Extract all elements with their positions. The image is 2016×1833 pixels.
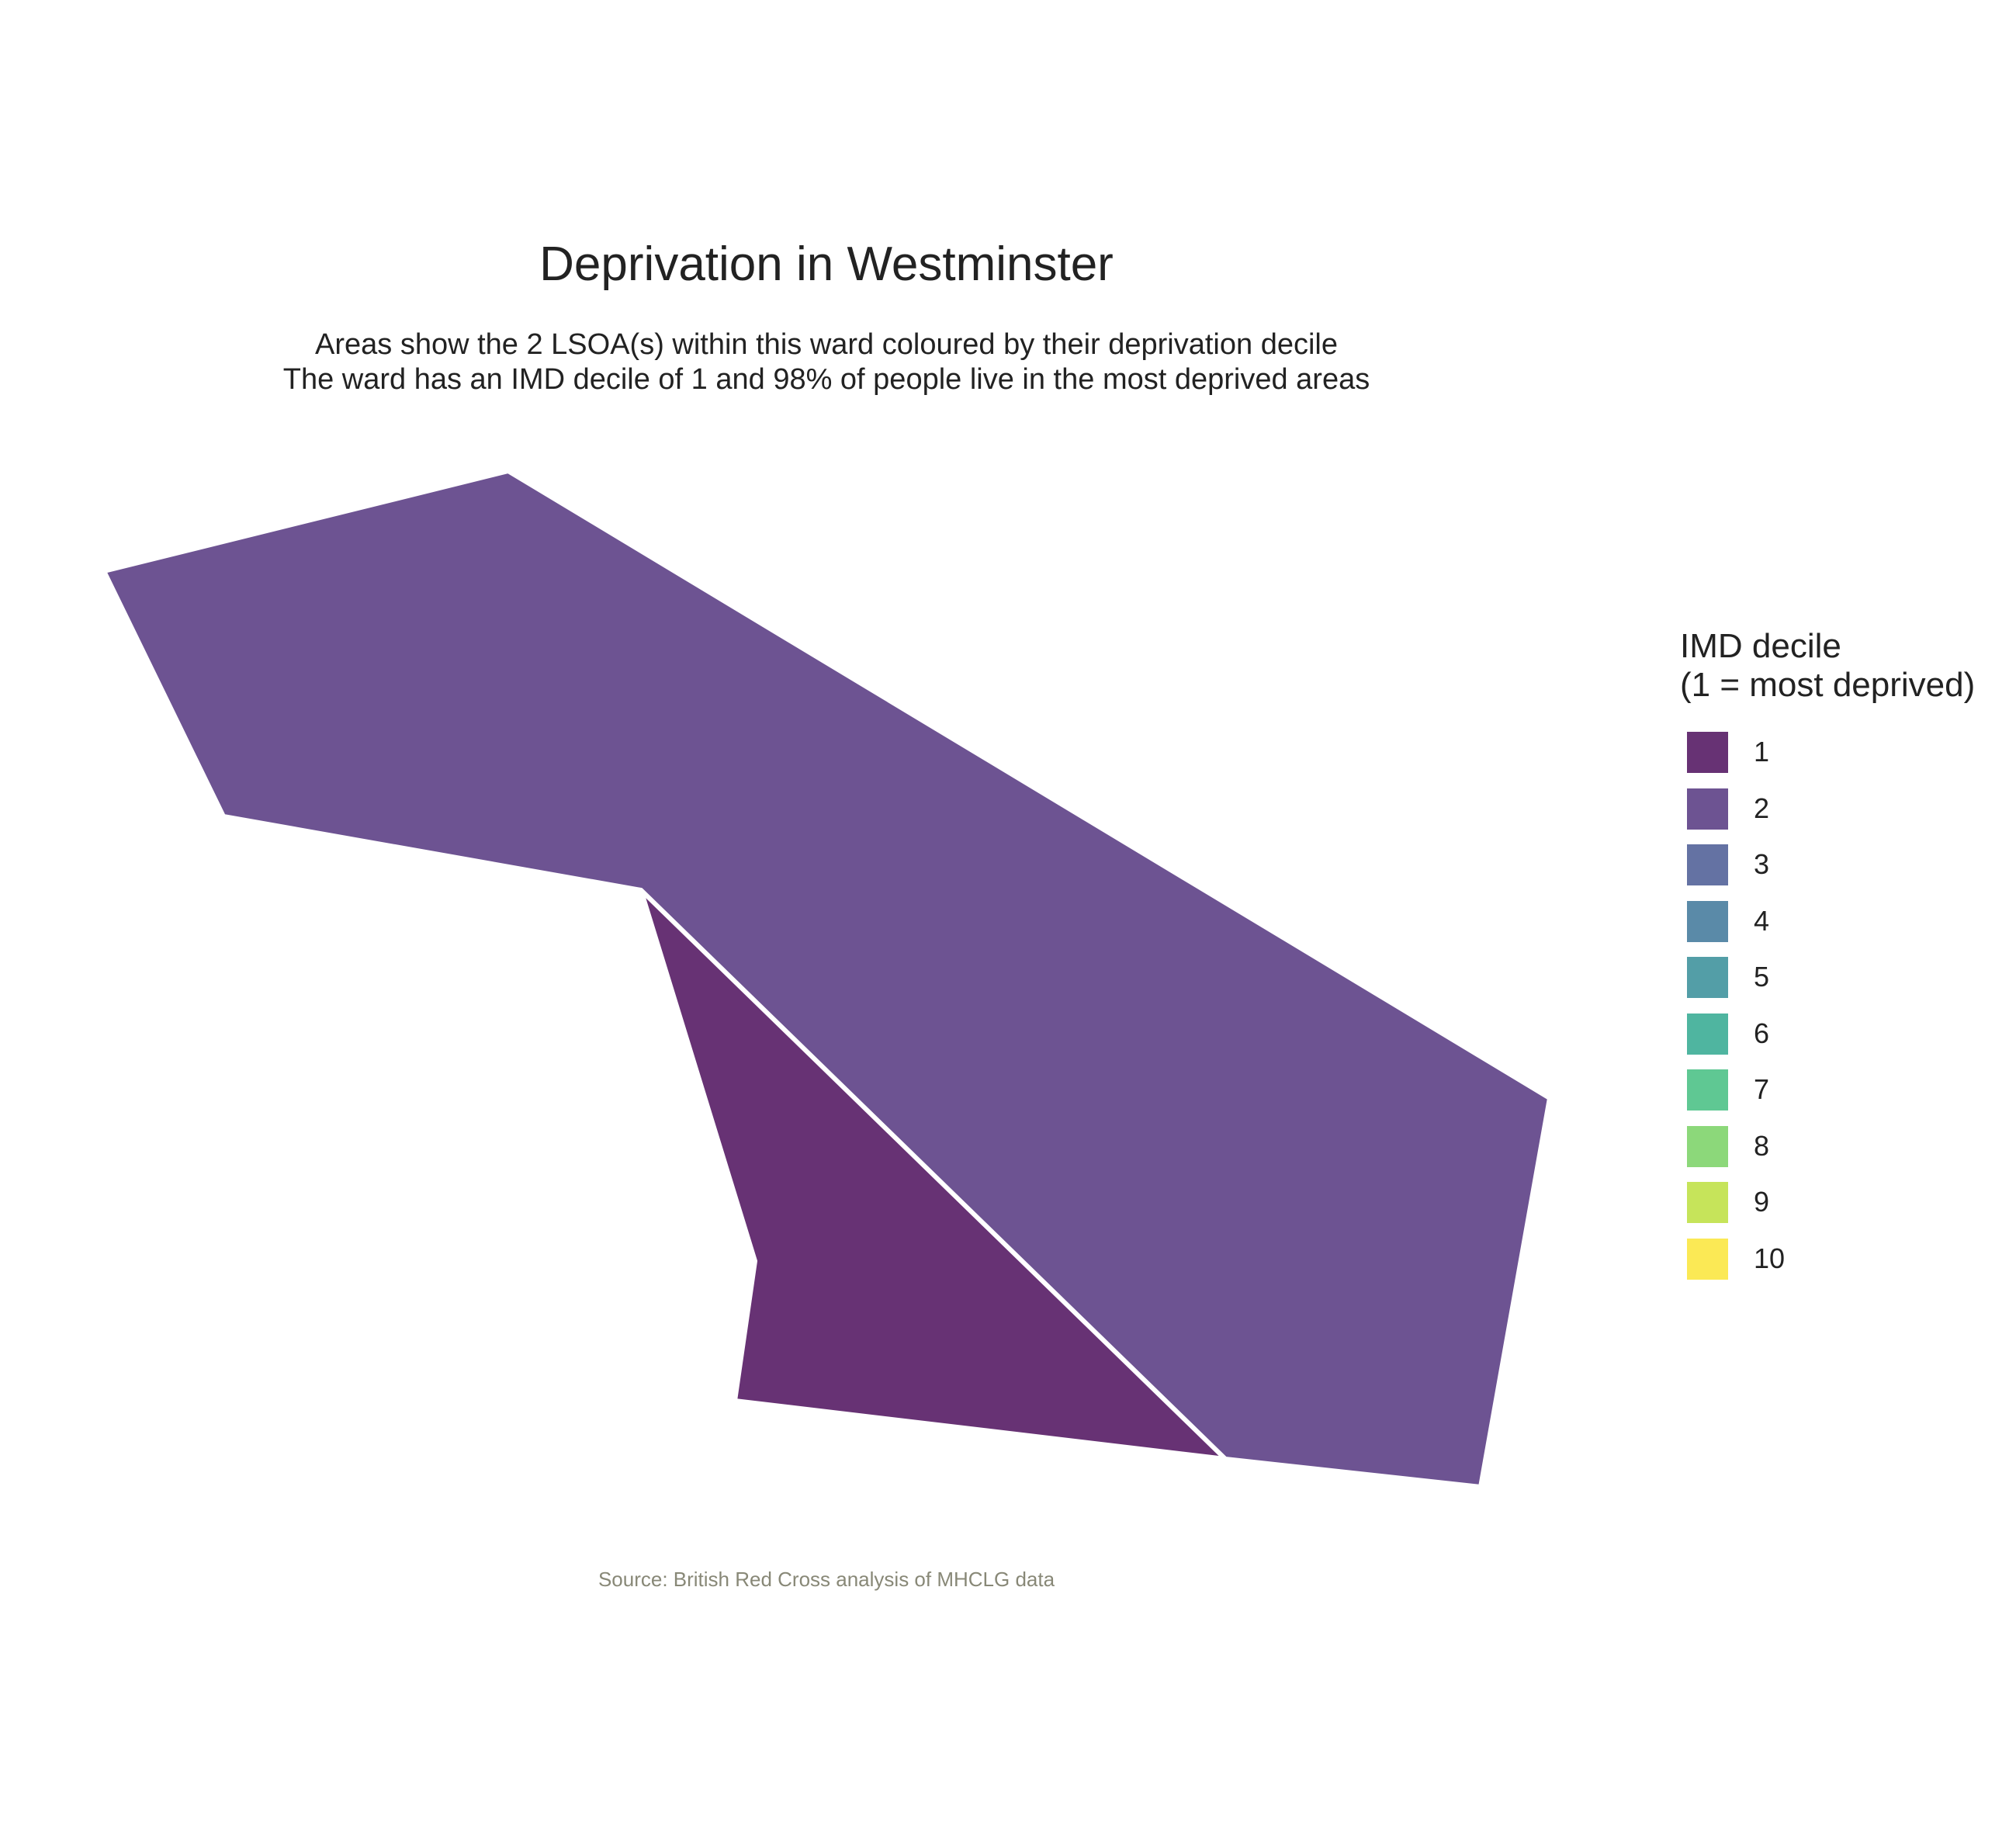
legend-item: 3 [1680, 844, 1975, 901]
legend-label: 9 [1754, 1186, 1770, 1218]
legend-swatch [1687, 1013, 1728, 1055]
legend-swatch [1687, 1182, 1728, 1223]
map-title: Deprivation in Westminster [539, 237, 1114, 291]
legend-label: 3 [1754, 848, 1770, 880]
legend-item: 6 [1680, 1013, 1975, 1070]
legend-swatch [1687, 957, 1728, 998]
legend-item: 8 [1680, 1125, 1975, 1183]
legend-swatch [1687, 900, 1728, 942]
legend-items: 1 2 3 4 5 6 7 8 9 10 [1680, 732, 1975, 1294]
legend-item: 10 [1680, 1238, 1975, 1295]
source-caption: Source: British Red Cross analysis of MH… [598, 1568, 1055, 1591]
legend-swatch [1687, 788, 1728, 830]
legend-title-line-1: IMD decile [1680, 627, 1841, 665]
legend-label: 5 [1754, 961, 1770, 993]
subtitle-line-1: Areas show the 2 LSOA(s) within this war… [315, 328, 1338, 361]
legend-title-line-2: (1 = most deprived) [1680, 666, 1976, 704]
legend: IMD decile (1 = most deprived) 1 2 3 4 5 6 7 8 9… [1680, 627, 1975, 1294]
legend-item: 9 [1680, 1182, 1975, 1239]
legend-swatch [1687, 1238, 1728, 1280]
legend-label: 10 [1754, 1242, 1786, 1274]
subtitle-line-2: The ward has an IMD decile of 1 and 98% … [282, 363, 1370, 396]
legend-item: 7 [1680, 1069, 1975, 1126]
legend-item: 2 [1680, 788, 1975, 845]
legend-swatch [1687, 1069, 1728, 1111]
legend-label: 1 [1754, 736, 1770, 768]
legend-label: 8 [1754, 1129, 1770, 1162]
legend-label: 6 [1754, 1017, 1770, 1049]
legend-label: 2 [1754, 792, 1770, 824]
legend-swatch [1687, 1125, 1728, 1167]
lsoa-area-decile-2[interactable] [102, 469, 1552, 1489]
legend-item: 4 [1680, 900, 1975, 958]
legend-item: 1 [1680, 732, 1975, 788]
legend-label: 7 [1754, 1073, 1770, 1105]
lsoa-area-decile-1[interactable] [639, 888, 1228, 1461]
legend-swatch [1687, 732, 1728, 773]
legend-swatch [1687, 844, 1728, 885]
legend-item: 5 [1680, 957, 1975, 1014]
legend-title: IMD decile (1 = most deprived) [1680, 627, 1975, 705]
legend-label: 4 [1754, 904, 1770, 937]
